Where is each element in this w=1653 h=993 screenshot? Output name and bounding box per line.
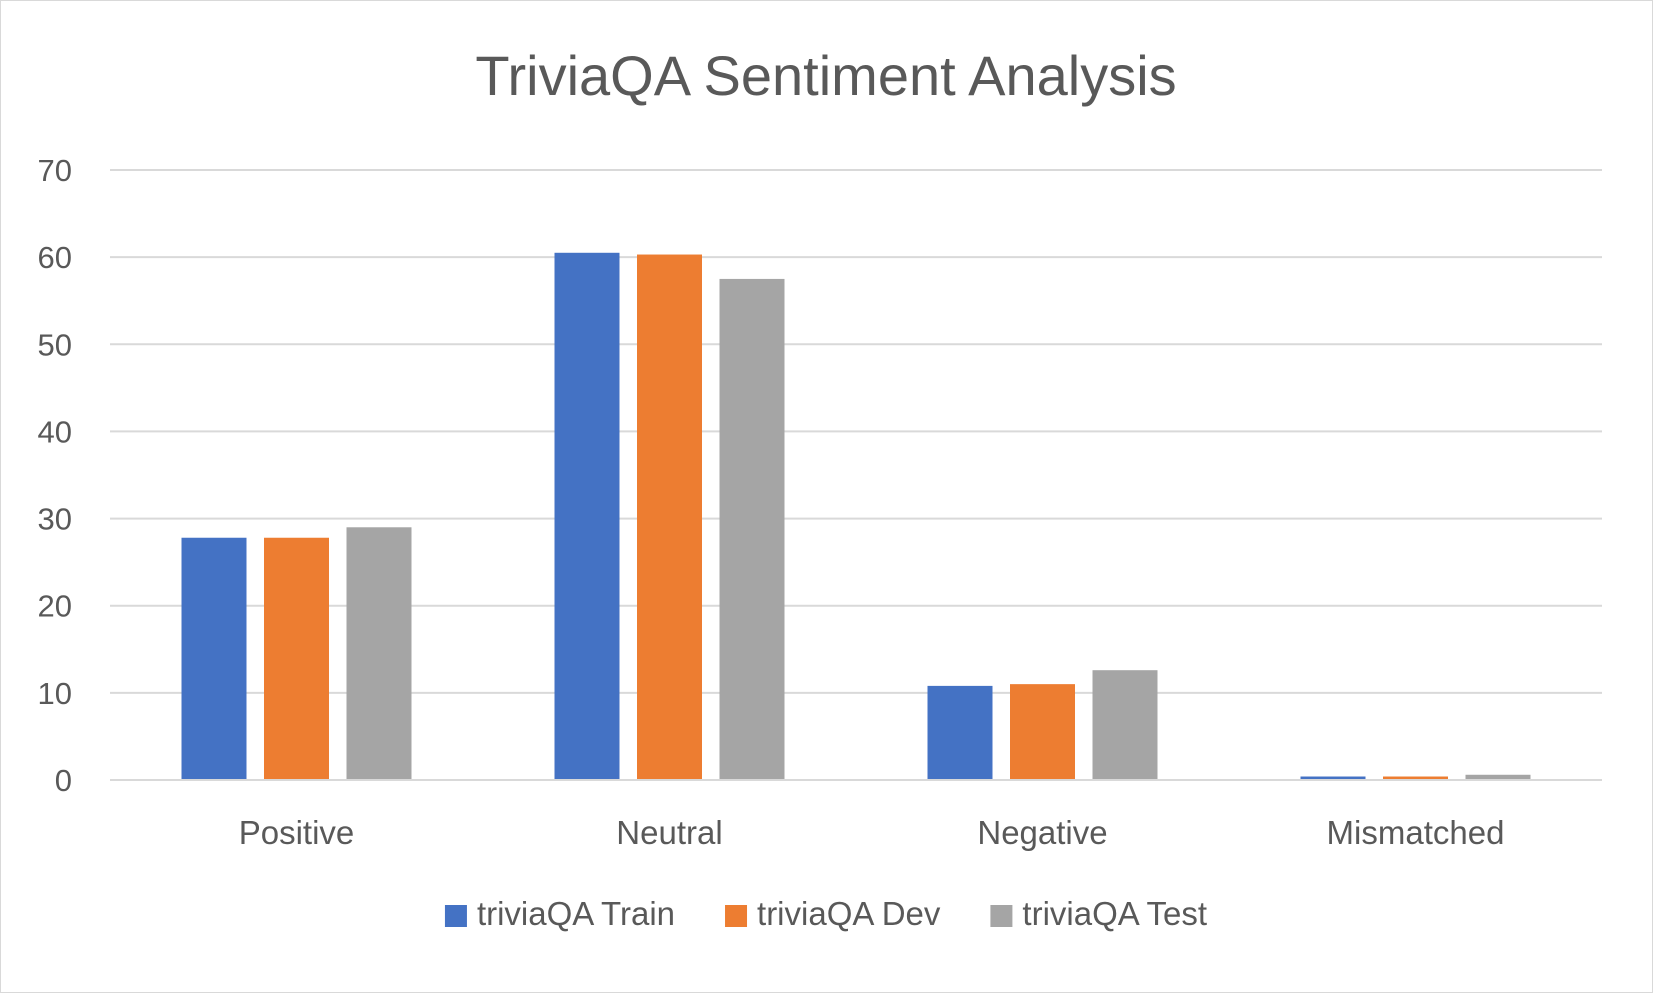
y-tick-label: 40 — [38, 414, 72, 449]
bar — [264, 537, 329, 780]
x-tick-label: Mismatched — [1327, 814, 1505, 851]
legend-item: triviaQA Test — [990, 895, 1207, 932]
bar — [927, 685, 993, 780]
bar — [346, 527, 412, 780]
y-tick-label: 20 — [38, 589, 72, 624]
x-tick-label: Negative — [977, 814, 1107, 851]
gridlines — [110, 169, 1602, 694]
legend-swatch — [725, 905, 748, 927]
x-tick-label: Positive — [239, 814, 355, 851]
bar — [1300, 776, 1366, 780]
legend-label: triviaQA Dev — [757, 895, 941, 932]
bar — [181, 537, 247, 780]
y-tick-label: 0 — [55, 763, 72, 798]
y-tick-label: 30 — [38, 502, 72, 537]
legend-label: triviaQA Test — [1022, 895, 1207, 932]
bar — [1092, 670, 1158, 780]
x-axis-category-labels: Positive Neutral Negative Mismatched — [239, 814, 1505, 851]
y-tick-label: 70 — [38, 153, 72, 188]
bar — [719, 278, 785, 780]
bar — [554, 252, 620, 781]
bar — [1383, 776, 1448, 780]
bar — [1465, 774, 1531, 780]
legend-item: triviaQA Dev — [725, 895, 941, 932]
legend: triviaQA Train triviaQA Dev triviaQA Test — [444, 895, 1207, 932]
legend-swatch — [444, 905, 467, 927]
bar — [637, 254, 702, 780]
y-tick-label: 10 — [38, 676, 72, 711]
bars — [181, 252, 1531, 781]
x-tick-label: Neutral — [616, 814, 722, 851]
y-tick-label: 60 — [38, 240, 72, 275]
legend-item: triviaQA Train — [444, 895, 675, 932]
y-tick-label: 50 — [38, 327, 72, 362]
chart-title: TriviaQA Sentiment Analysis — [475, 44, 1176, 107]
y-axis-tick-labels: 0 10 20 30 40 50 60 70 — [38, 153, 72, 798]
legend-swatch — [990, 905, 1013, 927]
bar — [1010, 684, 1075, 780]
legend-label: triviaQA Train — [477, 895, 675, 932]
